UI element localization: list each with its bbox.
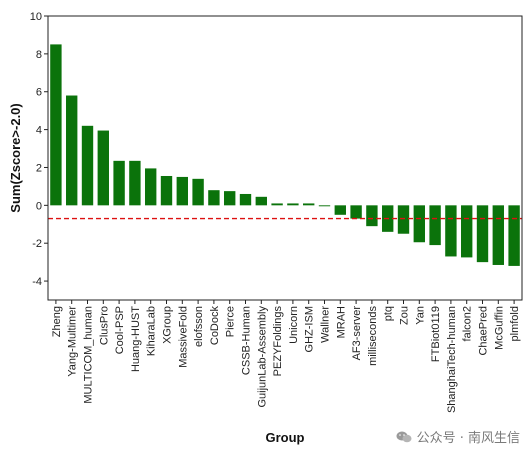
bar-falcon2 <box>461 205 473 258</box>
x-tick-label: plmfold <box>509 306 521 341</box>
bar-plmfold <box>508 205 520 266</box>
bar-cssb-human <box>239 193 252 206</box>
y-tick-label: 8 <box>36 49 42 61</box>
x-tick-label: ChaePred <box>478 306 490 356</box>
bar-cool-psp <box>113 160 125 206</box>
x-tick-label: Wallner <box>320 306 332 343</box>
plot-frame <box>47 15 523 301</box>
wechat-icon <box>396 431 412 442</box>
x-tick-label: MRAH <box>335 306 347 338</box>
bar-af3-server <box>350 205 362 219</box>
y-axis-title: Sum(Zscore>-2.0) <box>8 103 23 212</box>
bar-ghz-ism <box>303 203 315 206</box>
bar-yan <box>413 205 425 243</box>
x-tick-label: GuijunLab-Assembly <box>256 306 268 408</box>
x-tick-label: Zheng <box>51 306 63 337</box>
x-tick-label: falcon2 <box>462 306 474 341</box>
x-tick-label: ptq <box>383 306 395 321</box>
x-axis: Zheng Yang-Multimer MULTICOM_human ClusPro C… <box>51 300 521 413</box>
y-tick-label: 10 <box>30 11 42 23</box>
bar-multicom-human <box>81 125 94 206</box>
x-tick-label: Yan <box>414 306 426 325</box>
x-axis-title: Group <box>266 430 305 445</box>
bar-shanghaitech-human <box>445 205 457 257</box>
x-tick-label: CoDock <box>209 306 221 346</box>
x-tick-label: XGroup <box>162 306 174 344</box>
x-tick-label: CSSB-Human <box>241 306 253 375</box>
bars-group <box>50 44 520 266</box>
x-tick-label: elofsson <box>193 306 205 347</box>
x-tick-label: FTBiot0119 <box>430 306 442 362</box>
bar-elofsson <box>192 178 204 206</box>
x-tick-label: ShanghaiTech-human <box>446 306 458 413</box>
bar-pezyfoldings <box>271 203 283 206</box>
bar-yang-multimer <box>66 95 78 206</box>
watermark: 公众号 · 南风生信 <box>396 427 520 446</box>
bar-zou <box>397 205 410 234</box>
bar-chaepred <box>476 205 489 263</box>
y-tick-label: 2 <box>36 162 42 174</box>
bar-mrah <box>334 205 346 215</box>
x-tick-label: ClusPro <box>98 306 110 345</box>
bar-massivefold <box>176 176 188 206</box>
bar-zheng <box>50 44 62 206</box>
x-tick-label: Unicorn <box>288 306 300 344</box>
bar-huang-hust <box>129 160 141 206</box>
x-tick-label: Yang-Multimer <box>67 306 79 377</box>
bar-guijunlab-assembly <box>255 196 267 206</box>
bar-ftbiot0119 <box>429 205 441 246</box>
x-tick-label: Pierce <box>225 306 237 337</box>
y-tick-label: -2 <box>32 238 42 250</box>
bar-mcguffin <box>492 205 504 265</box>
x-tick-label: Huang-HUST <box>130 306 142 372</box>
bar-codock <box>208 190 220 206</box>
y-tick-label: 6 <box>36 87 42 99</box>
watermark-text: 公众号 · 南风生信 <box>416 431 520 446</box>
bar-xgroup <box>160 175 173 206</box>
bar-wallner <box>318 205 331 207</box>
x-tick-label: GHZ-ISM <box>304 306 316 352</box>
bar-milliseconds <box>366 205 378 227</box>
x-tick-label: MULTICOM_human <box>83 306 95 404</box>
bar-cluspro <box>97 130 109 206</box>
x-tick-label: McGuffin <box>493 306 505 350</box>
x-tick-label: Zou <box>399 306 411 325</box>
x-tick-label: milliseconds <box>367 306 379 366</box>
bar-pierce <box>224 191 236 206</box>
y-tick-label: 4 <box>36 125 42 137</box>
y-tick-label: 0 <box>36 200 42 212</box>
y-tick-label: -4 <box>32 276 42 288</box>
y-axis: -4 -2 0 2 4 6 8 10 <box>30 11 48 288</box>
x-tick-label: Cool-PSP <box>114 306 126 354</box>
x-tick-label: PEZYFoldings <box>272 306 284 377</box>
x-tick-label: KiharaLab <box>146 306 158 356</box>
bar-unicorn <box>287 203 299 206</box>
x-tick-label: MassiveFold <box>177 306 189 368</box>
x-tick-label: AF3-server <box>351 306 363 361</box>
bar-kiharalab <box>145 168 157 206</box>
